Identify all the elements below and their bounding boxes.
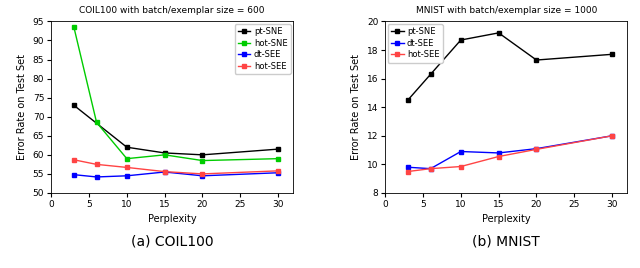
dt-SEE bbox=[123, 174, 131, 177]
pt-SNE bbox=[275, 147, 282, 151]
X-axis label: Perplexity: Perplexity bbox=[482, 214, 531, 225]
hot-SNE bbox=[93, 121, 100, 124]
pt-SNE bbox=[123, 146, 131, 149]
X-axis label: Perplexity: Perplexity bbox=[148, 214, 196, 225]
dt-SEE bbox=[608, 134, 616, 137]
hot-SEE bbox=[457, 165, 465, 168]
hot-SEE bbox=[427, 167, 435, 170]
Text: (a) COIL100: (a) COIL100 bbox=[131, 234, 214, 248]
pt-SNE bbox=[198, 153, 206, 157]
pt-SNE bbox=[495, 31, 502, 35]
Line: pt-SNE: pt-SNE bbox=[406, 31, 614, 102]
hot-SNE bbox=[70, 25, 77, 29]
Line: hot-SEE: hot-SEE bbox=[72, 158, 280, 176]
Title: COIL100 with batch/exemplar size = 600: COIL100 with batch/exemplar size = 600 bbox=[79, 6, 265, 15]
dt-SEE bbox=[495, 151, 502, 155]
Line: dt-SEE: dt-SEE bbox=[72, 170, 280, 179]
hot-SEE bbox=[532, 148, 540, 151]
hot-SEE bbox=[275, 169, 282, 173]
hot-SNE bbox=[161, 153, 168, 157]
hot-SEE bbox=[70, 158, 77, 161]
pt-SNE bbox=[608, 53, 616, 56]
hot-SNE bbox=[123, 157, 131, 160]
dt-SEE bbox=[161, 170, 168, 174]
pt-SNE bbox=[532, 58, 540, 62]
Line: hot-SEE: hot-SEE bbox=[406, 134, 614, 174]
hot-SEE bbox=[123, 166, 131, 169]
pt-SNE bbox=[404, 98, 412, 102]
hot-SNE bbox=[275, 157, 282, 160]
hot-SEE bbox=[93, 163, 100, 166]
Y-axis label: Error Rate on Test Set: Error Rate on Test Set bbox=[17, 54, 28, 160]
pt-SNE bbox=[70, 104, 77, 107]
dt-SEE bbox=[427, 167, 435, 170]
hot-SEE bbox=[161, 170, 168, 173]
Legend: pt-SNE, dt-SEE, hot-SEE: pt-SNE, dt-SEE, hot-SEE bbox=[388, 24, 443, 63]
pt-SNE bbox=[427, 73, 435, 76]
Text: (b) MNIST: (b) MNIST bbox=[472, 234, 540, 248]
Legend: pt-SNE, hot-SNE, dt-SEE, hot-SEE: pt-SNE, hot-SNE, dt-SEE, hot-SEE bbox=[235, 24, 291, 74]
dt-SEE bbox=[93, 175, 100, 178]
Line: dt-SEE: dt-SEE bbox=[406, 134, 614, 171]
Line: pt-SNE: pt-SNE bbox=[72, 103, 280, 157]
Title: MNIST with batch/exemplar size = 1000: MNIST with batch/exemplar size = 1000 bbox=[415, 6, 597, 15]
hot-SEE bbox=[198, 172, 206, 176]
hot-SNE bbox=[198, 159, 206, 162]
dt-SEE bbox=[198, 174, 206, 177]
Y-axis label: Error Rate on Test Set: Error Rate on Test Set bbox=[351, 54, 361, 160]
pt-SNE bbox=[457, 38, 465, 42]
hot-SEE bbox=[495, 155, 502, 158]
dt-SEE bbox=[404, 166, 412, 169]
dt-SEE bbox=[532, 147, 540, 150]
hot-SEE bbox=[608, 134, 616, 137]
dt-SEE bbox=[275, 171, 282, 174]
pt-SNE bbox=[161, 151, 168, 155]
dt-SEE bbox=[70, 173, 77, 176]
Line: hot-SNE: hot-SNE bbox=[72, 25, 280, 163]
dt-SEE bbox=[457, 150, 465, 153]
hot-SEE bbox=[404, 170, 412, 173]
